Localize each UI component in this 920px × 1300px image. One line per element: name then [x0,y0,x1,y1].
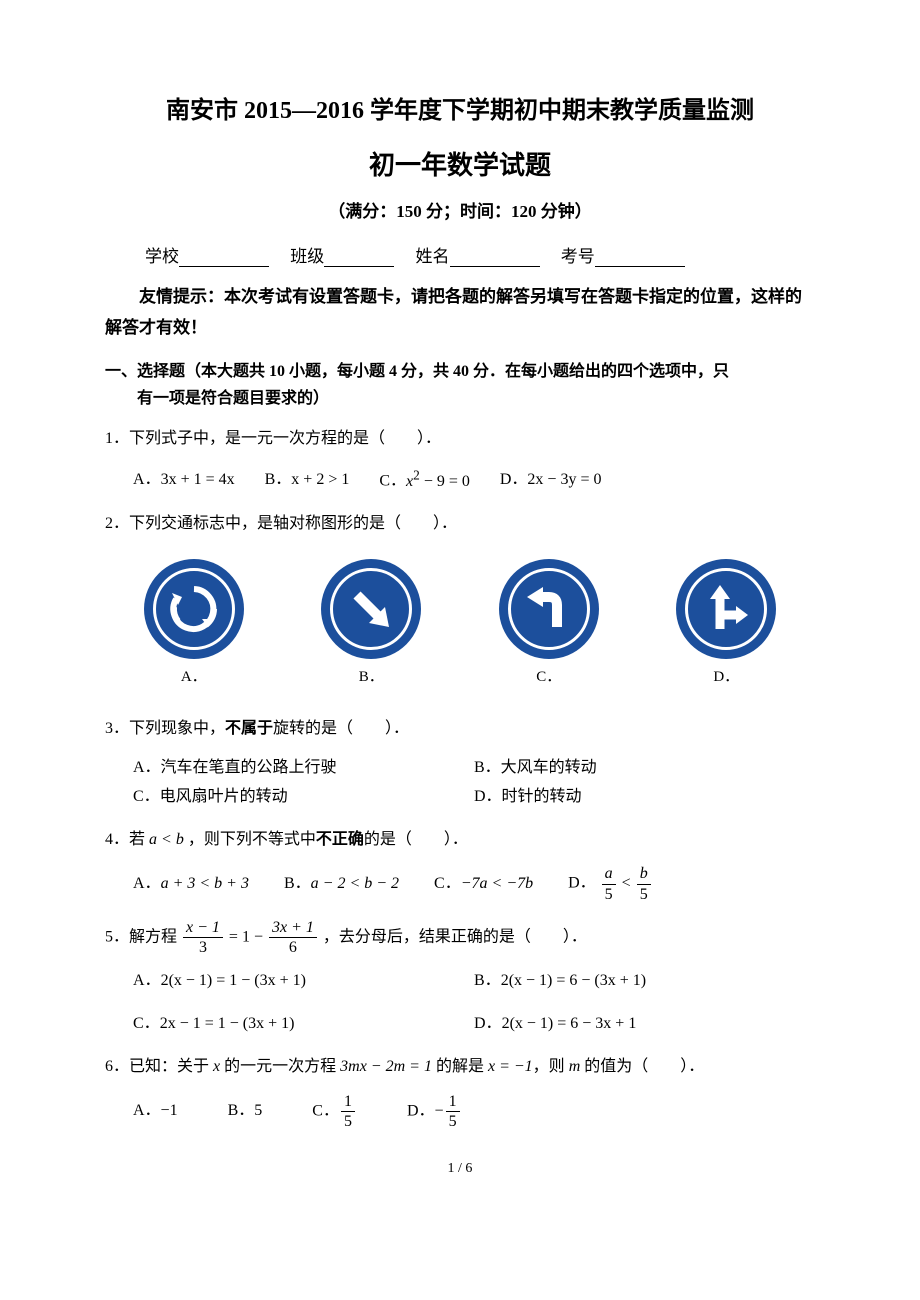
q2-label-d: D． [676,664,776,691]
label-name: 姓名 [416,247,450,266]
q6-opt-a: A．−1 [133,1097,178,1126]
roundabout-icon [164,579,224,639]
diagonal-arrow-icon [341,579,401,639]
q5-opt-b: B．2(x − 1) = 6 − (3x + 1) [474,967,815,996]
q6-options: A．−1 B．5 C．15 D．−15 [105,1092,815,1131]
student-info-line: 学校 班级 姓名 考号 [105,242,815,267]
q1-options: A．3x + 1 = 4x B．x + 2 > 1 C．x2 − 9 = 0 D… [105,463,815,496]
straight-right-icon [696,579,756,639]
q2-sign-b: B． [321,559,421,691]
q2-signs: A． B． C． [105,549,815,701]
q4-opt-b: B．a − 2 < b − 2 [284,870,399,899]
q2-text: 2．下列交通标志中，是轴对称图形的是（ ）． [105,510,815,539]
q2-label-b: B． [321,664,421,691]
q1-opt-d: D．2x − 3y = 0 [500,466,602,495]
question-6: 6．已知：关于 x 的一元一次方程 3mx − 2m = 1 的解是 x = −… [105,1053,815,1131]
q5-options: A．2(x − 1) = 1 − (3x + 1) B．2(x − 1) = 6… [105,967,815,1039]
question-2: 2．下列交通标志中，是轴对称图形的是（ ）． A． [105,510,815,701]
q4-options: A．a + 3 < b + 3 B．a − 2 < b − 2 C．−7a < … [105,864,815,903]
section1-line1: 一、选择题（本大题共 10 小题，每小题 4 分，共 40 分．在每小题给出的四… [105,358,815,385]
diagonal-arrow-sign [321,559,421,659]
left-turn-icon [519,579,579,639]
q3-opt-c: C．电风扇叶片的转动 [133,783,474,812]
q3-opt-d: D．时针的转动 [474,783,815,812]
question-3: 3．下列现象中，不属于旋转的是（ ）． A．汽车在笔直的公路上行驶 B．大风车的… [105,715,815,811]
straight-right-sign [676,559,776,659]
section1-line2: 有一项是符合题目要求的） [105,385,815,412]
q5-opt-d: D．2(x − 1) = 6 − 3x + 1 [474,1010,815,1039]
q2-label-c: C． [499,664,599,691]
q6-text: 6．已知：关于 x 的一元一次方程 3mx − 2m = 1 的解是 x = −… [105,1053,815,1082]
question-1: 1．下列式子中，是一元一次方程的是（ ）． A．3x + 1 = 4x B．x … [105,425,815,497]
page-number: 1 / 6 [105,1161,815,1177]
blank-class [324,249,394,267]
blank-examno [595,249,685,267]
blank-school [179,249,269,267]
q5-opt-c: C．2x − 1 = 1 − (3x + 1) [133,1010,474,1039]
q1-opt-b: B．x + 2 > 1 [265,466,350,495]
section1-header: 一、选择题（本大题共 10 小题，每小题 4 分，共 40 分．在每小题给出的四… [105,358,815,412]
q2-label-a: A． [144,664,244,691]
q4-text: 4．若 a < b ，则下列不等式中不正确的是（ ）． [105,826,815,855]
q5-opt-a: A．2(x − 1) = 1 − (3x + 1) [133,967,474,996]
q3-options: A．汽车在笔直的公路上行驶 B．大风车的转动 C．电风扇叶片的转动 D．时针的转… [105,754,815,812]
blank-name [450,249,540,267]
q2-sign-d: D． [676,559,776,691]
q6-opt-b: B．5 [228,1097,263,1126]
q4-opt-d: D． a5 < b5 [568,864,653,903]
label-examno: 考号 [561,247,595,266]
q1-opt-a: A．3x + 1 = 4x [133,466,235,495]
roundabout-sign [144,559,244,659]
q3-text: 3．下列现象中，不属于旋转的是（ ）． [105,715,815,744]
q1-opt-c: C．x2 − 9 = 0 [379,463,470,496]
q3-opt-b: B．大风车的转动 [474,754,815,783]
q6-opt-d: D．−15 [407,1092,462,1131]
question-4: 4．若 a < b ，则下列不等式中不正确的是（ ）． A．a + 3 < b … [105,826,815,904]
label-school: 学校 [145,247,179,266]
page-title: 南安市 2015—2016 学年度下学期初中期末教学质量监测 [105,90,815,125]
q2-sign-a: A． [144,559,244,691]
page-subtitle: 初一年数学试题 [105,145,815,182]
q6-opt-c: C．15 [312,1092,357,1131]
question-5: 5．解方程 x − 13 = 1 − 3x + 16 ，去分母后，结果正确的是（… [105,918,815,1039]
q5-text: 5．解方程 x − 13 = 1 − 3x + 16 ，去分母后，结果正确的是（… [105,918,815,957]
left-turn-sign [499,559,599,659]
label-class: 班级 [290,247,324,266]
q4-opt-a: A．a + 3 < b + 3 [133,870,249,899]
q4-opt-c: C．−7a < −7b [434,870,533,899]
q2-sign-c: C． [499,559,599,691]
tip-text: 友情提示：本次考试有设置答题卡，请把各题的解答另填写在答题卡指定的位置，这样的解… [105,282,815,343]
q1-text: 1．下列式子中，是一元一次方程的是（ ）． [105,425,815,454]
exam-meta: （满分：150 分；时间：120 分钟） [105,197,815,222]
q3-opt-a: A．汽车在笔直的公路上行驶 [133,754,474,783]
